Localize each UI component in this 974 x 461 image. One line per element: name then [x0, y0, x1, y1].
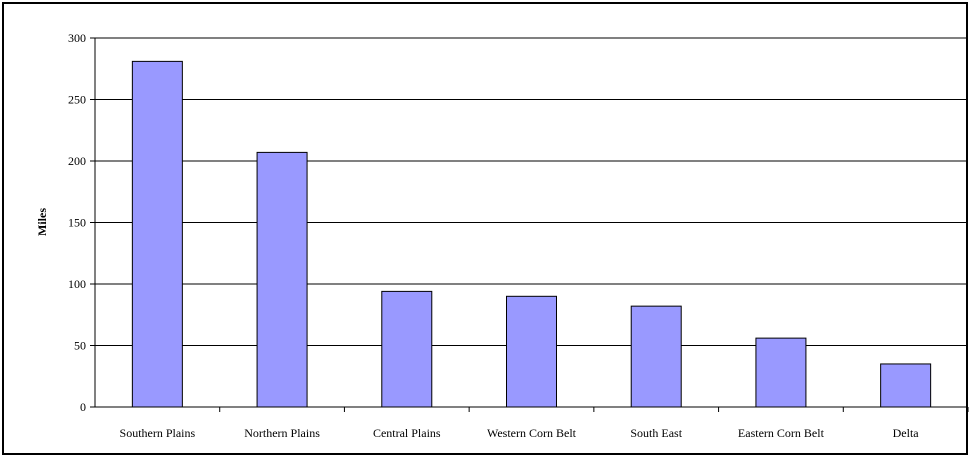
x-tick-label: Central Plains: [373, 426, 441, 440]
x-tick-label: Delta: [893, 426, 920, 440]
y-tick-label: 200: [68, 154, 86, 168]
gridlines: [95, 37, 968, 346]
x-tick-label: Western Corn Belt: [487, 426, 577, 440]
bar-western-corn-belt: [506, 295, 557, 408]
bar-central-plains: [381, 290, 433, 408]
x-tick-label: South East: [630, 426, 682, 440]
axes: [90, 37, 969, 412]
y-tick-label: 300: [68, 31, 86, 45]
y-tick-label: 0: [80, 400, 86, 414]
bars: [131, 60, 932, 408]
y-axis-title: Miles: [35, 208, 49, 236]
bar-southern-plains: [131, 60, 183, 408]
bar-eastern-corn-belt: [755, 337, 807, 408]
bar-delta: [880, 363, 932, 408]
bar-northern-plains: [256, 151, 308, 408]
y-tick-label: 150: [68, 216, 86, 230]
y-tick-labels: 0 50 100 150 200 250 300: [68, 31, 86, 414]
y-tick-label: 250: [68, 93, 86, 107]
y-tick-label: 100: [68, 277, 86, 291]
x-tick-labels: Southern Plains Northern Plains Central Pl…: [120, 426, 920, 440]
x-tick-label: Northern Plains: [244, 426, 320, 440]
x-tick-label: Southern Plains: [120, 426, 196, 440]
x-tick-label: Eastern Corn Belt: [738, 426, 825, 440]
y-tick-label: 50: [74, 339, 86, 353]
bar-south-east: [630, 305, 682, 408]
